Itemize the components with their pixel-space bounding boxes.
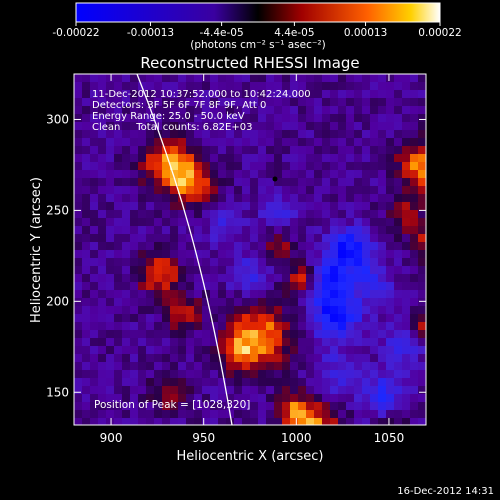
- y-tick-label: 200: [46, 294, 69, 308]
- peak-marker: [272, 176, 278, 182]
- colorbar-tick-label: 0.00022: [418, 27, 461, 39]
- x-axis-label: Heliocentric X (arcsec): [177, 449, 324, 464]
- x-tick-label: 950: [192, 431, 215, 445]
- x-tick-label: 1050: [374, 431, 405, 445]
- colorbar: [75, 2, 441, 23]
- x-tick-label: 900: [100, 431, 123, 445]
- annotation-detectors: Detectors: 3F 5F 6F 7F 8F 9F, Att 0: [92, 100, 266, 111]
- colorbar-tick-label: -0.00013: [127, 27, 174, 39]
- plot-frame: [73, 73, 427, 426]
- colorbar-units: (photons cm⁻² s⁻¹ asec⁻²): [190, 39, 325, 51]
- annotation-energy-range: Energy Range: 25.0 - 50.0 keV: [92, 111, 245, 122]
- x-tick-label: 1000: [281, 431, 312, 445]
- colorbar-tick-label: -0.00022: [52, 27, 99, 39]
- axis-ticks: 900 950 1000 1050 150 200 250 300: [46, 74, 426, 445]
- annotation-total-counts: Clean Total counts: 6.82E+03: [92, 122, 252, 133]
- colorbar-tick-label: -4.4e-05: [200, 27, 244, 39]
- annotation-time-range: 11-Dec-2012 10:37:52.000 to 10:42:24.000: [92, 89, 311, 100]
- peak-position-label: Position of Peak = [1028,320]: [94, 399, 250, 411]
- colorbar-tick-label: 4.4e-05: [274, 27, 314, 39]
- y-tick-label: 300: [46, 112, 69, 126]
- solar-limb-line: [136, 74, 233, 425]
- y-axis-label: Heliocentric Y (arcsec): [29, 177, 44, 323]
- y-tick-label: 150: [46, 385, 69, 399]
- colorbar-tick-label: 0.00013: [344, 27, 387, 39]
- colorbar-ticks: -0.00022 -0.00013 -4.4e-05 4.4e-05 0.00013 0.…: [52, 22, 462, 39]
- timestamp: 16-Dec-2012 14:31: [397, 486, 494, 497]
- solar-image-heatmap: [74, 74, 426, 425]
- y-tick-label: 250: [46, 203, 69, 217]
- image-title: Reconstructed RHESSI Image: [140, 54, 359, 72]
